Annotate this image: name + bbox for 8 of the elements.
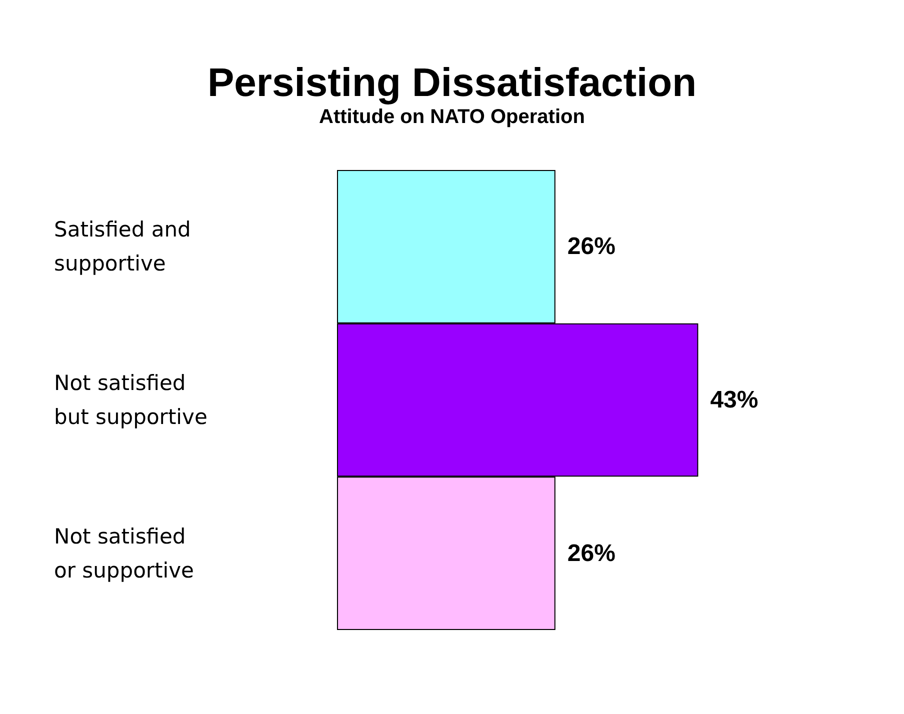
y-tick-label: Not satisfied but supportive bbox=[54, 371, 208, 429]
y-tick-label: Satisfied and supportive bbox=[54, 218, 198, 276]
chart-title: Persisting Dissatisfaction bbox=[207, 61, 697, 105]
data-label: 43% bbox=[710, 386, 758, 414]
data-label: 26% bbox=[567, 540, 616, 567]
data-label: 26% bbox=[567, 233, 616, 260]
y-tick-label: Not satisfied or supportive bbox=[54, 524, 194, 582]
chart-subtitle: Attitude on NATO Operation bbox=[319, 106, 585, 128]
